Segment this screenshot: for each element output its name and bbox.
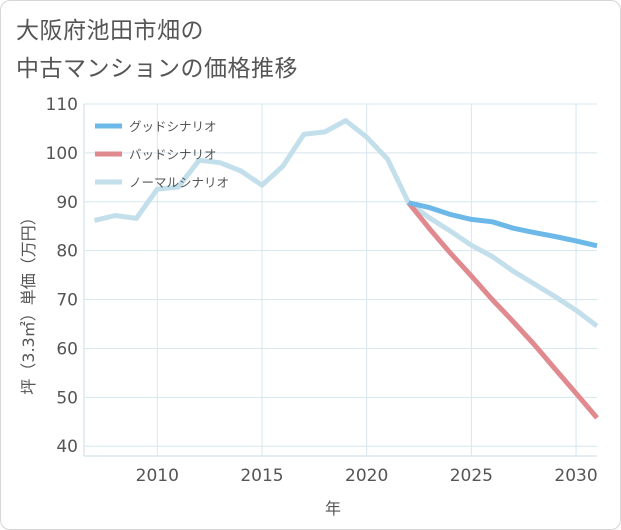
x-axis-label: 年	[325, 499, 341, 518]
grid-lines	[83, 103, 597, 457]
y-tick-label: 50	[56, 388, 78, 408]
series-lines	[93, 118, 599, 420]
y-axis-label: 坪（3.3㎡）単価（万円）	[19, 209, 38, 394]
chart-title-line1: 大阪府池田市畑の	[16, 18, 204, 44]
x-tick-label: 2025	[450, 466, 493, 486]
x-tick-label: 2020	[345, 466, 388, 486]
x-tick-label: 2010	[136, 466, 179, 486]
series-line-1	[406, 201, 599, 420]
y-tick-label: 70	[56, 291, 78, 311]
chart-title: 大阪府池田市畑の 中古マンションの価格推移	[16, 12, 298, 88]
y-axis-ticks: 40 50 60 70 80 90 100 110	[46, 95, 78, 457]
chart-title-line2: 中古マンションの価格推移	[16, 56, 298, 82]
legend-label: バッドシナリオ	[129, 147, 217, 162]
y-tick-label: 110	[46, 95, 78, 115]
series-line-2	[93, 118, 599, 328]
y-tick-label: 40	[56, 437, 78, 457]
legend-label: ノーマルシナリオ	[129, 175, 229, 190]
x-axis-ticks: 2010 2015 2020 2025 2030	[136, 466, 598, 486]
y-tick-label: 80	[56, 242, 78, 262]
series-line-0	[408, 200, 598, 249]
x-tick-label: 2030	[554, 466, 597, 486]
x-tick-label: 2015	[240, 466, 283, 486]
legend-label: グッドシナリオ	[129, 119, 217, 134]
y-tick-label: 60	[56, 339, 78, 359]
y-tick-label: 90	[56, 193, 78, 213]
y-tick-label: 100	[46, 144, 78, 164]
